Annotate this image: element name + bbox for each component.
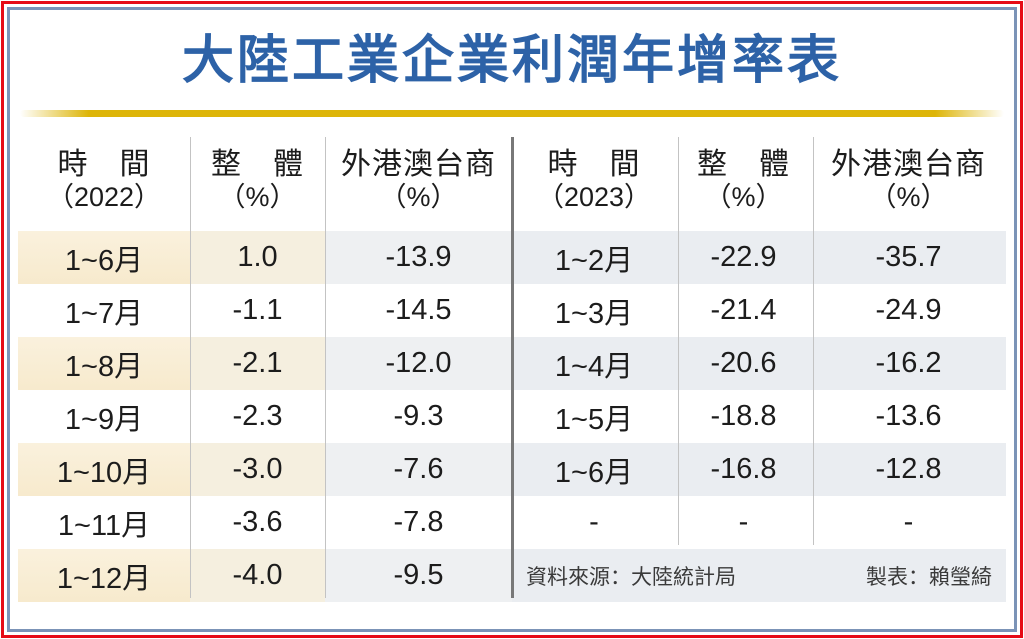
header-foreign-2022: 外港澳台商 （%） [325, 129, 512, 231]
value-cell: -1.1 [232, 294, 283, 327]
time-cell: 1~5月 [554, 403, 634, 436]
table-row: 1~6月 1.0 -13.9 1~2月 -22.9 -35.7 [18, 231, 1006, 285]
header-label: 外港澳台商 [341, 147, 496, 181]
value-cell: -4.0 [190, 549, 325, 603]
table-body: 1~6月 1.0 -13.9 1~2月 -22.9 -35.7 1~7月 -1.1 -14.5 1… [18, 231, 1006, 603]
profit-table: 時 間 （2022） 整 體 （%） 外港澳台商 （%） 時 間 （2023） … [18, 129, 1006, 603]
value-cell: -2.3 [232, 400, 283, 433]
header-sublabel: （%） [379, 181, 458, 212]
value-cell: -13.6 [875, 400, 942, 433]
table-row: 1~10月 -3.0 -7.6 1~6月 -16.8 -12.8 [18, 443, 1006, 497]
value-cell: -18.8 [710, 400, 777, 433]
time-cell: 1~9月 [64, 403, 144, 436]
table-row: 1~12月 -4.0 -9.5 資料來源：大陸統計局 製表：賴瑩綺 [18, 549, 1006, 603]
value-cell: -9.3 [393, 400, 444, 433]
time-cell: 1~8月 [18, 337, 190, 391]
header-sublabel: （%） [218, 181, 297, 212]
value-cell: -13.9 [325, 231, 512, 285]
credit-note: 製表：賴瑩綺 [866, 565, 992, 589]
value-cell: -7.6 [325, 443, 512, 497]
value-cell: -20.6 [676, 337, 811, 391]
time-cell: 1~3月 [554, 297, 634, 330]
value-cell: -35.7 [811, 231, 1006, 285]
half-divider [511, 137, 514, 599]
time-cell: 1~10月 [18, 443, 190, 497]
time-cell: 1~6月 [18, 231, 190, 285]
value-cell: -12.0 [325, 337, 512, 391]
value-cell: -16.2 [811, 337, 1006, 391]
header-sublabel: （%） [869, 181, 948, 212]
column-divider [325, 137, 326, 599]
table-row: 1~8月 -2.1 -12.0 1~4月 -20.6 -16.2 [18, 337, 1006, 391]
card: 大陸工業企業利潤年增率表 時 間 （2022） 整 體 （%） 外港澳台商 （%… [7, 7, 1017, 632]
header-label: 整 體 [211, 147, 304, 181]
value-cell: - [738, 506, 749, 539]
value-cell: -22.9 [676, 231, 811, 285]
column-divider [190, 137, 191, 599]
value-cell: -3.0 [190, 443, 325, 497]
time-cell: 1~6月 [512, 443, 676, 497]
value-cell: -9.5 [325, 549, 512, 603]
time-cell: 1~4月 [512, 337, 676, 391]
header-overall-2023: 整 體 （%） [676, 129, 811, 231]
value-cell: -24.9 [875, 294, 942, 327]
column-divider [813, 137, 814, 546]
table-footer-cell: 資料來源：大陸統計局 製表：賴瑩綺 [512, 549, 1006, 603]
header-label: 時 間 [57, 147, 151, 181]
time-cell: 1~12月 [18, 549, 190, 603]
time-cell: 1~2月 [512, 231, 676, 285]
table-row: 1~7月 -1.1 -14.5 1~3月 -21.4 -24.9 [18, 284, 1006, 337]
header-label: 時 間 [547, 147, 641, 181]
gold-divider-line [20, 110, 1004, 118]
value-cell: -21.4 [710, 294, 777, 327]
time-cell: - [589, 506, 599, 539]
source-note: 資料來源：大陸統計局 [526, 565, 736, 589]
header-sublabel: （2022） [46, 181, 162, 212]
header-overall-2022: 整 體 （%） [190, 129, 325, 231]
value-cell: -12.8 [811, 443, 1006, 497]
header-foreign-2023: 外港澳台商 （%） [811, 129, 1006, 231]
value-cell: - [903, 506, 914, 539]
time-cell: 1~11月 [57, 509, 151, 542]
table-header-row: 時 間 （2022） 整 體 （%） 外港澳台商 （%） 時 間 （2023） … [18, 129, 1006, 231]
page-title: 大陸工業企業利潤年增率表 [181, 32, 842, 90]
header-label: 整 體 [697, 147, 790, 181]
value-cell: -3.6 [232, 506, 283, 539]
value-cell: 1.0 [190, 231, 325, 285]
header-sublabel: （%） [704, 181, 783, 212]
value-cell: -2.1 [190, 337, 325, 391]
table-row: 1~11月 -3.6 -7.8 - - - [18, 496, 1006, 549]
time-cell: 1~7月 [64, 297, 144, 330]
header-label: 外港澳台商 [831, 147, 986, 181]
value-cell: -16.8 [676, 443, 811, 497]
header-sublabel: （2023） [536, 181, 652, 212]
table-row: 1~9月 -2.3 -9.3 1~5月 -18.8 -13.6 [18, 390, 1006, 443]
value-cell: -14.5 [385, 294, 452, 327]
header-time-2023: 時 間 （2023） [512, 129, 676, 231]
header-time-2022: 時 間 （2022） [18, 129, 190, 231]
value-cell: -7.8 [393, 506, 444, 539]
column-divider [678, 137, 679, 546]
